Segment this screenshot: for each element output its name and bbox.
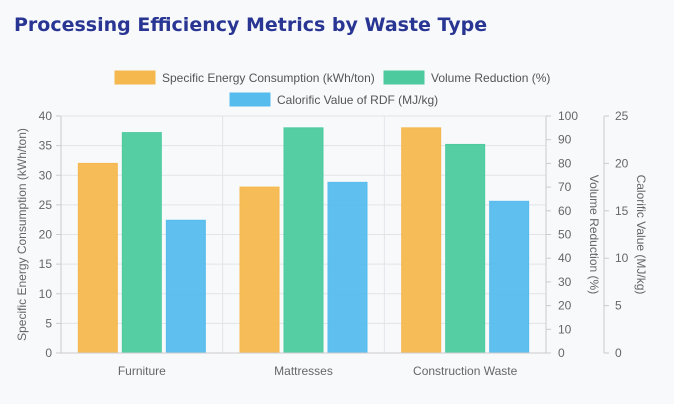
bar-mattresses-volume-reduction: [283, 127, 324, 354]
tick-label-right1: 10: [558, 322, 572, 336]
axes: Furniture Mattresses Construction Waste 0 5 1…: [15, 109, 648, 378]
bar-mattresses-specific-energy-consumption-kwh-ton: [239, 186, 280, 354]
legend-label-calorific-value-of-rdf-mj-kg: Calorific Value of RDF (MJ/kg): [277, 93, 438, 107]
tick-label-left: 40: [39, 109, 53, 123]
bar-furniture-volume-reduction: [121, 132, 162, 354]
tick-label-left: 5: [45, 316, 52, 330]
y-axis-left-title: Specific Energy Consumption (kWh/ton): [15, 128, 29, 341]
tick-label-right1: 30: [558, 275, 572, 289]
tick-label-right1: 20: [558, 299, 572, 313]
bar-furniture-calorific-value-of-rdf-mj-kg: [165, 219, 206, 354]
tick-label-left: 10: [39, 287, 53, 301]
bars: [77, 127, 530, 354]
y-axis-right1-title: Volume Reduction (%): [587, 175, 601, 294]
tick-label-right2: 10: [615, 251, 629, 265]
bar-furniture-specific-energy-consumption-kwh-ton: [77, 162, 118, 354]
legend: Specific Energy Consumption (kWh/ton) Vol…: [114, 70, 550, 107]
tick-label-right2: 0: [615, 346, 622, 360]
x-tick-label-mattresses: Mattresses: [274, 364, 333, 378]
legend-swatch-calorific-value-of-rdf-mj-kg: [229, 92, 271, 107]
bar-construction-waste-specific-energy-consumption-kwh-ton: [401, 127, 442, 354]
tick-label-right2: 5: [615, 299, 622, 313]
legend-label-volume-reduction: Volume Reduction (%): [431, 71, 550, 85]
tick-label-right1: 60: [558, 204, 572, 218]
bar-construction-waste-calorific-value-of-rdf-mj-kg: [489, 200, 530, 354]
tick-label-right1: 0: [558, 346, 565, 360]
bar-mattresses-calorific-value-of-rdf-mj-kg: [327, 181, 368, 354]
bar-construction-waste-volume-reduction: [445, 143, 486, 354]
tick-label-right1: 90: [558, 133, 572, 147]
chart-title: Processing Efficiency Metrics by Waste T…: [14, 14, 488, 36]
tick-label-right1: 40: [558, 251, 572, 265]
x-tick-label-furniture: Furniture: [118, 364, 166, 378]
legend-label-specific-energy-consumption-kwh-ton: Specific Energy Consumption (kWh/ton): [162, 71, 375, 85]
tick-label-right1: 50: [558, 228, 572, 242]
y-axis-right2-title: Calorific Value (MJ/kg): [634, 175, 648, 295]
x-tick-label-construction-waste: Construction Waste: [413, 364, 518, 378]
tick-label-right2: 25: [615, 109, 629, 123]
tick-label-left: 30: [39, 168, 53, 182]
tick-label-right1: 70: [558, 180, 572, 194]
tick-label-left: 0: [45, 346, 52, 360]
tick-label-left: 20: [39, 228, 53, 242]
tick-label-right1: 80: [558, 156, 572, 170]
legend-swatch-specific-energy-consumption-kwh-ton: [114, 70, 156, 85]
tick-label-right1: 100: [558, 109, 578, 123]
legend-swatch-volume-reduction: [383, 70, 425, 85]
tick-label-right2: 15: [615, 204, 629, 218]
tick-label-right2: 20: [615, 156, 629, 170]
tick-label-left: 25: [39, 198, 53, 212]
tick-label-left: 15: [39, 257, 53, 271]
tick-label-left: 35: [39, 139, 53, 153]
